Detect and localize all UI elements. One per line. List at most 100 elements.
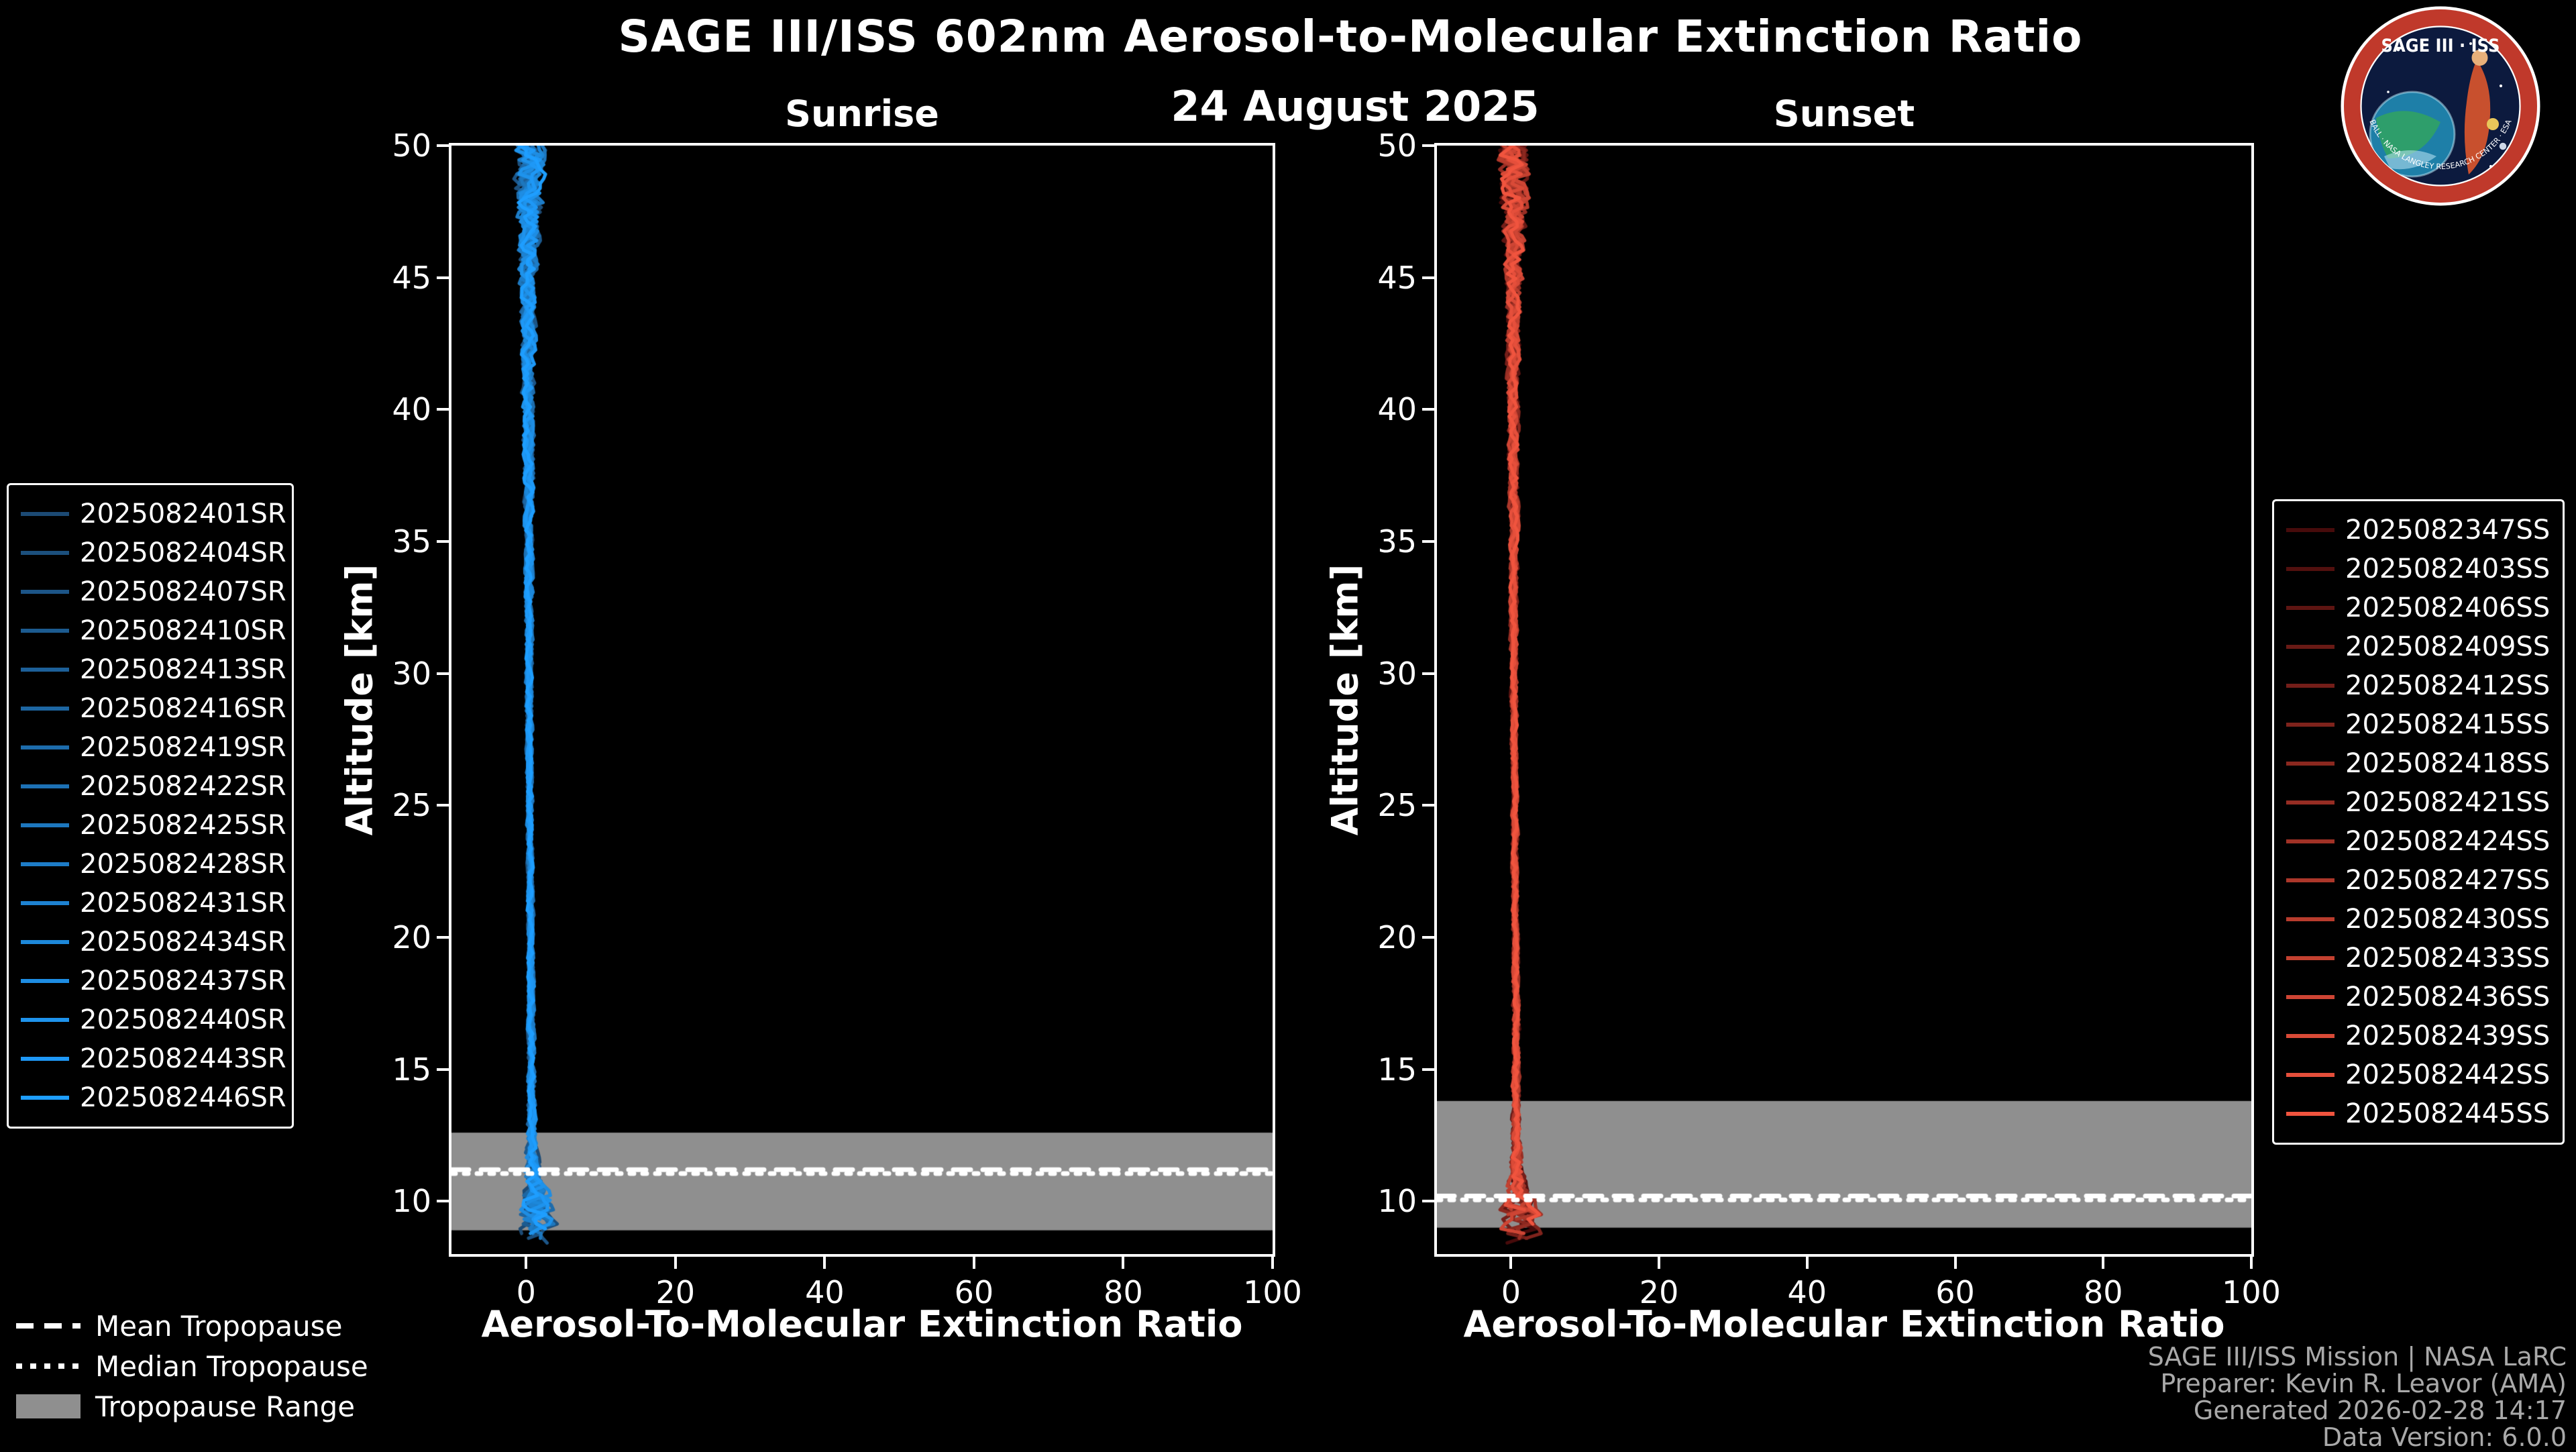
legend-line-swatch <box>2286 762 2334 766</box>
legend-label: 2025082436SS <box>2345 982 2551 1013</box>
x-tick <box>1805 1257 1809 1269</box>
legend-line-swatch <box>2286 995 2334 999</box>
legend-line-swatch <box>2286 606 2334 610</box>
y-tick <box>437 804 449 807</box>
legend-item: 2025082415SS <box>2281 705 2556 744</box>
legend-line-swatch <box>2286 1034 2334 1038</box>
legend-item: 2025082412SS <box>2281 666 2556 705</box>
legend-line-swatch <box>21 901 69 905</box>
legend-line-swatch <box>21 940 69 944</box>
legend-label: 2025082412SS <box>2345 670 2551 701</box>
y-tick-label: 45 <box>392 259 431 296</box>
legend-label: 2025082425SR <box>80 810 286 841</box>
legend-line-swatch <box>21 1096 69 1100</box>
legend-label: 2025082409SS <box>2345 631 2551 662</box>
legend-item: 2025082406SS <box>2281 588 2556 627</box>
y-tick <box>1422 144 1434 147</box>
y-tick-label: 25 <box>1377 787 1417 824</box>
legend-item: 2025082439SS <box>2281 1017 2556 1055</box>
plot-sunset <box>1434 143 2254 1257</box>
tropopause-legend-item: Mean Tropopause <box>16 1306 368 1346</box>
y-tick <box>437 1200 449 1203</box>
legend-line-swatch <box>21 551 69 555</box>
y-tick-label: 10 <box>1377 1183 1417 1220</box>
x-tick <box>674 1257 677 1269</box>
legend-label: 2025082418SS <box>2345 748 2551 779</box>
legend-item: 2025082422SR <box>15 767 286 806</box>
y-tick-label: 40 <box>392 391 431 428</box>
y-tick <box>1422 408 1434 411</box>
legend-label: 2025082416SR <box>80 693 286 724</box>
legend-label: 2025082434SR <box>80 927 286 957</box>
y-tick <box>437 540 449 543</box>
tropopause-legend: Mean Tropopause Median Tropopause Tropopau… <box>16 1306 368 1427</box>
tropopause-legend-item: Tropopause Range <box>16 1386 368 1427</box>
y-tick <box>1422 672 1434 675</box>
legend-item: 2025082424SS <box>2281 822 2556 861</box>
x-tick-label: 80 <box>1104 1274 1143 1310</box>
legend-sunrise: 2025082401SR 2025082404SR 2025082407SR 2025… <box>7 483 294 1129</box>
legend-item: 2025082442SS <box>2281 1055 2556 1094</box>
tropopause-legend-label: Tropopause Range <box>95 1390 356 1423</box>
x-tick-label: 20 <box>1639 1274 1679 1310</box>
legend-item: 2025082431SR <box>15 884 286 923</box>
legend-label: 2025082410SR <box>80 615 286 646</box>
credit-line: Generated 2026-02-28 14:17 <box>2193 1396 2567 1425</box>
legend-label: 2025082433SS <box>2345 943 2551 974</box>
x-tick-label: 100 <box>2222 1274 2281 1310</box>
plot-canvas-sunrise <box>451 146 1273 1254</box>
legend-line-swatch <box>2286 645 2334 649</box>
logo-artwork <box>2369 42 2507 178</box>
legend-item: 2025082428SR <box>15 845 286 884</box>
legend-line-swatch <box>21 707 69 711</box>
legend-item: 2025082413SR <box>15 650 286 689</box>
legend-label: 2025082431SR <box>80 888 286 919</box>
legend-line-swatch <box>21 823 69 827</box>
x-tick <box>2250 1257 2253 1269</box>
y-tick <box>1422 804 1434 807</box>
legend-line-swatch <box>21 1057 69 1061</box>
legend-label: 2025082427SS <box>2345 865 2551 896</box>
x-tick <box>2102 1257 2105 1269</box>
y-tick-label: 20 <box>1377 919 1417 955</box>
legend-item: 2025082409SS <box>2281 627 2556 666</box>
x-tick-label: 0 <box>1501 1274 1521 1310</box>
legend-item: 2025082403SS <box>2281 550 2556 588</box>
legend-label: 2025082443SR <box>80 1043 286 1074</box>
tropopause-legend-label: Mean Tropopause <box>95 1309 343 1343</box>
legend-label: 2025082407SR <box>80 576 286 607</box>
y-axis-label: Altitude [km] <box>1324 564 1366 836</box>
y-tick-label: 40 <box>1377 391 1417 428</box>
y-tick <box>1422 936 1434 939</box>
y-tick <box>1422 540 1434 543</box>
plot-canvas-sunset <box>1437 146 2251 1254</box>
x-tick <box>1271 1257 1274 1269</box>
legend-line-swatch <box>2286 839 2334 843</box>
legend-item: 2025082416SR <box>15 689 286 728</box>
legend-item: 2025082440SR <box>15 1000 286 1039</box>
credit-line: SAGE III/ISS Mission | NASA LaRC <box>2147 1342 2567 1371</box>
legend-label: 2025082413SR <box>80 654 286 685</box>
legend-label: 2025082422SR <box>80 771 286 802</box>
credits: SAGE III/ISS Mission | NASA LaRC Preparer… <box>2148 1343 2567 1451</box>
legend-label: 2025082403SS <box>2345 554 2551 584</box>
legend-item: 2025082401SR <box>15 495 286 533</box>
panel-title-sunrise: Sunrise <box>785 93 939 135</box>
legend-line-swatch <box>21 668 69 672</box>
legend-item: 2025082410SR <box>15 611 286 650</box>
legend-label: 2025082442SS <box>2345 1059 2551 1090</box>
dashed-line-swatch <box>16 1323 80 1329</box>
legend-item: 2025082418SS <box>2281 744 2556 783</box>
y-tick <box>437 936 449 939</box>
legend-line-swatch <box>2286 956 2334 960</box>
y-tick-label: 10 <box>392 1183 431 1220</box>
legend-label: 2025082404SR <box>80 537 286 568</box>
legend-item: 2025082434SR <box>15 923 286 962</box>
legend-item: 2025082421SS <box>2281 783 2556 822</box>
legend-line-swatch <box>2286 567 2334 571</box>
legend-label: 2025082424SS <box>2345 826 2551 857</box>
legend-label: 2025082430SS <box>2345 904 2551 935</box>
y-tick <box>1422 1200 1434 1203</box>
legend-sunset: 2025082347SS 2025082403SS 2025082406SS 2025… <box>2272 499 2565 1145</box>
